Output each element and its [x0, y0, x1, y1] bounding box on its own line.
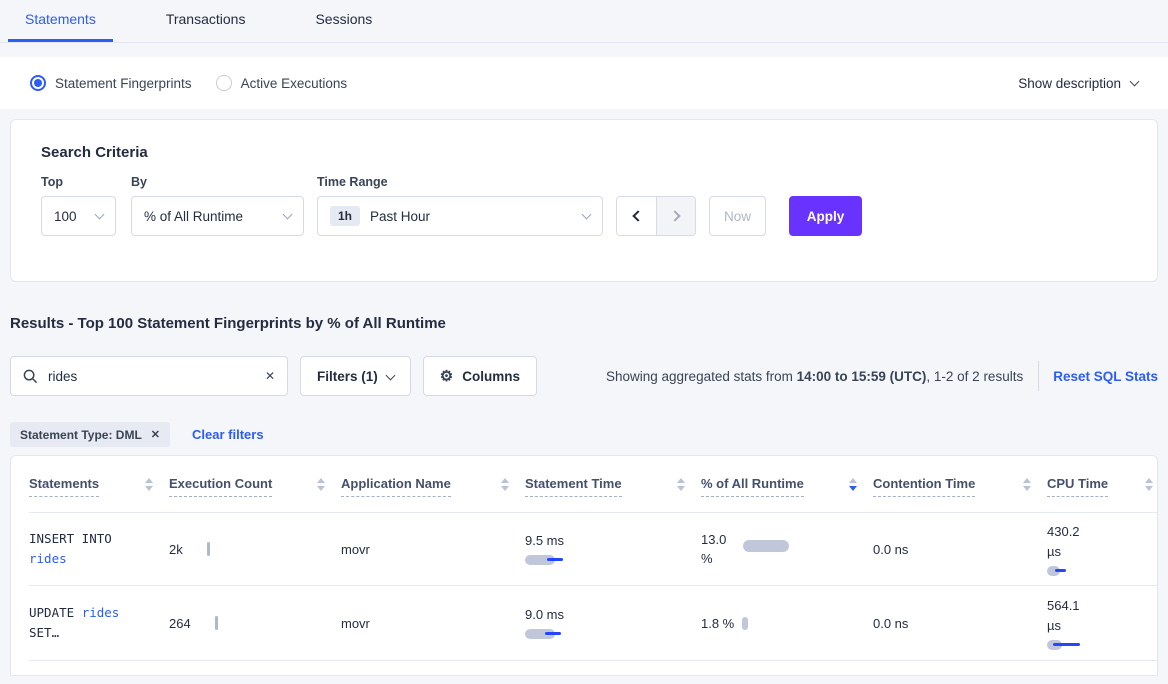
statements-table: Statements Execution Count Application N… — [10, 455, 1158, 676]
results-summary: Showing aggregated stats from 14:00 to 1… — [606, 368, 1024, 384]
next-time-range-button[interactable] — [656, 197, 695, 235]
chevron-down-icon — [1129, 76, 1140, 86]
clear-filters-link[interactable]: Clear filters — [192, 427, 264, 442]
cpu-time-bar — [1047, 565, 1071, 577]
contention-time-value: 0.0 ns — [873, 541, 909, 557]
percent-runtime-value: 13.0 % — [701, 532, 727, 566]
column-header-statements[interactable]: Statements — [29, 456, 169, 512]
column-header-application-name[interactable]: Application Name — [341, 456, 525, 512]
top-value: 100 — [54, 208, 77, 224]
radio-statement-fingerprints[interactable]: Statement Fingerprints — [30, 75, 192, 91]
table-row[interactable]: INSERT INTO rides 2k movr 9.5 ms 13.0 % … — [29, 513, 1157, 586]
percent-runtime-value: 1.8 % — [701, 615, 735, 631]
sort-icon[interactable] — [317, 477, 325, 491]
page-tabs: Statements Transactions Sessions — [0, 0, 1168, 43]
filter-chip-statement-type[interactable]: Statement Type: DML ✕ — [10, 422, 171, 447]
chevron-down-icon — [94, 209, 105, 219]
time-range-arrows — [616, 196, 696, 236]
chevron-down-icon — [581, 209, 592, 219]
radio-active-executions[interactable]: Active Executions — [215, 75, 348, 91]
column-header-execution-count[interactable]: Execution Count — [169, 456, 341, 512]
cpu-time-value: 564.1 µs — [1047, 597, 1080, 633]
execution-count-value: 2k — [169, 541, 183, 557]
application-name-value: movr — [341, 615, 370, 631]
show-description-label: Show description — [1018, 75, 1121, 91]
remove-filter-icon[interactable]: ✕ — [150, 429, 161, 441]
table-header-row: Statements Execution Count Application N… — [29, 456, 1157, 513]
radio-label: Active Executions — [240, 75, 348, 91]
reset-sql-stats-link[interactable]: Reset SQL Stats — [1053, 368, 1158, 384]
radio-label: Statement Fingerprints — [55, 75, 192, 91]
divider — [1038, 361, 1040, 391]
sort-icon[interactable] — [1023, 477, 1031, 491]
tab-statements[interactable]: Statements — [8, 0, 113, 42]
show-description-toggle[interactable]: Show description — [1018, 75, 1140, 91]
radio-selected-icon[interactable] — [30, 75, 46, 91]
by-value: % of All Runtime — [144, 208, 244, 224]
sort-icon-active-desc[interactable] — [849, 477, 857, 491]
search-criteria-card: Search Criteria Top 100 By % of All Runt… — [10, 119, 1158, 282]
statement-time-bar — [525, 554, 569, 566]
sort-icon[interactable] — [1145, 477, 1153, 491]
table-row[interactable]: UPDATE rides SET… 264 movr 9.0 ms 1.8 % … — [29, 586, 1157, 661]
top-label: Top — [41, 175, 63, 189]
time-range-badge: 1h — [330, 206, 361, 226]
search-icon — [23, 369, 38, 383]
results-heading: Results - Top 100 Statement Fingerprints… — [10, 315, 446, 332]
column-header-contention-time[interactable]: Contention Time — [873, 456, 1047, 512]
percent-runtime-bar — [742, 616, 749, 630]
chevron-down-icon — [282, 209, 293, 219]
statement-time-value: 9.5 ms — [525, 532, 565, 548]
columns-label: Columns — [462, 368, 520, 384]
tab-transactions[interactable]: Transactions — [165, 11, 246, 27]
now-button[interactable]: Now — [709, 196, 766, 236]
columns-button[interactable]: ⚙ Columns — [422, 356, 537, 396]
statement-link[interactable]: rides — [81, 605, 120, 620]
column-header-percent-runtime[interactable]: % of All Runtime — [701, 456, 873, 512]
statement-time-bar — [525, 628, 569, 640]
contention-time-value: 0.0 ns — [873, 615, 909, 631]
view-toggle-bar: Statement Fingerprints Active Executions… — [0, 57, 1168, 109]
statement-search-box: ✕ — [10, 356, 288, 396]
cpu-time-bar — [1047, 639, 1081, 651]
results-toolbar: ✕ Filters (1) ⚙ Columns Showing aggregat… — [10, 356, 1158, 396]
chevron-down-icon — [385, 370, 396, 380]
by-label: By — [131, 175, 147, 189]
filters-label: Filters (1) — [317, 368, 378, 384]
time-range-label: Time Range — [317, 175, 388, 189]
statement-fingerprint: UPDATE rides SET… — [29, 605, 120, 640]
execution-count-bar — [206, 542, 210, 556]
percent-runtime-bar — [743, 540, 789, 552]
by-select[interactable]: % of All Runtime — [131, 196, 304, 236]
filter-chip-label: Statement Type: DML — [20, 427, 142, 442]
clear-search-icon[interactable]: ✕ — [264, 369, 275, 383]
column-header-cpu-time[interactable]: CPU Time — [1047, 456, 1157, 512]
statement-time-value: 9.0 ms — [525, 606, 565, 622]
top-select[interactable]: 100 — [41, 196, 116, 236]
search-input[interactable] — [48, 368, 255, 384]
prev-time-range-button[interactable] — [617, 197, 656, 235]
filters-button[interactable]: Filters (1) — [300, 356, 411, 396]
statement-fingerprint: INSERT INTO rides — [29, 531, 112, 566]
time-range-select[interactable]: 1h Past Hour — [317, 196, 603, 236]
summary-time-range: 14:00 to 15:59 (UTC) — [796, 368, 927, 384]
sort-icon[interactable] — [501, 477, 509, 491]
column-header-statement-time[interactable]: Statement Time — [525, 456, 701, 512]
application-name-value: movr — [341, 541, 370, 557]
statement-link[interactable]: rides — [29, 551, 67, 566]
sort-icon[interactable] — [145, 477, 153, 491]
time-range-value: Past Hour — [370, 208, 431, 224]
execution-count-bar — [214, 616, 218, 630]
chevron-right-icon — [668, 210, 681, 222]
apply-button[interactable]: Apply — [789, 196, 862, 236]
execution-count-value: 264 — [169, 615, 191, 631]
search-criteria-title: Search Criteria — [41, 144, 148, 161]
chevron-left-icon — [632, 210, 644, 222]
tab-sessions[interactable]: Sessions — [315, 11, 373, 27]
filter-chips-row: Statement Type: DML ✕ Clear filters — [10, 422, 1158, 447]
gear-icon: ⚙ — [439, 367, 454, 385]
radio-unselected-icon[interactable] — [215, 75, 232, 91]
cpu-time-value: 430.2 µs — [1047, 523, 1080, 559]
sort-icon[interactable] — [677, 477, 685, 491]
